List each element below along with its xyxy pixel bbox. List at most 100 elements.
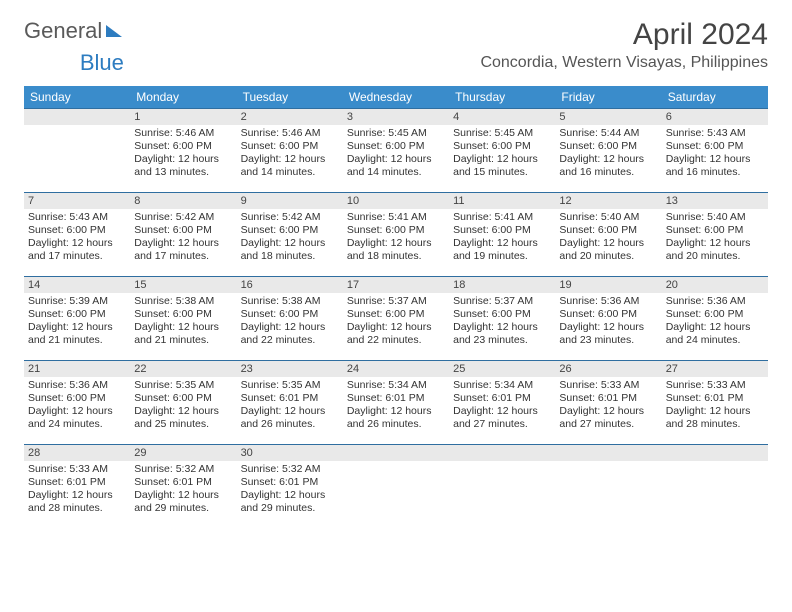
sunset-text: Sunset: 6:00 PM xyxy=(666,308,764,321)
daylight-text: Daylight: 12 hours and 15 minutes. xyxy=(453,153,551,179)
calendar-cell: 20Sunrise: 5:36 AMSunset: 6:00 PMDayligh… xyxy=(662,276,768,360)
day-number: 3 xyxy=(343,108,449,125)
sunset-text: Sunset: 6:00 PM xyxy=(134,140,232,153)
sunset-text: Sunset: 6:00 PM xyxy=(453,224,551,237)
day-number: 30 xyxy=(237,444,343,461)
sunrise-text: Sunrise: 5:33 AM xyxy=(28,463,126,476)
sunrise-text: Sunrise: 5:42 AM xyxy=(241,211,339,224)
sunrise-text: Sunrise: 5:45 AM xyxy=(453,127,551,140)
day-number: 21 xyxy=(24,360,130,377)
sunrise-text: Sunrise: 5:39 AM xyxy=(28,295,126,308)
day-number: 18 xyxy=(449,276,555,293)
calendar-cell: 10Sunrise: 5:41 AMSunset: 6:00 PMDayligh… xyxy=(343,192,449,276)
sunrise-text: Sunrise: 5:41 AM xyxy=(453,211,551,224)
col-sunday: Sunday xyxy=(24,86,130,108)
day-number: 11 xyxy=(449,192,555,209)
day-number xyxy=(343,444,449,461)
sunrise-text: Sunrise: 5:41 AM xyxy=(347,211,445,224)
calendar-head: Sunday Monday Tuesday Wednesday Thursday… xyxy=(24,86,768,108)
logo: General xyxy=(24,18,124,44)
day-number: 13 xyxy=(662,192,768,209)
daylight-text: Daylight: 12 hours and 24 minutes. xyxy=(666,321,764,347)
calendar-cell: 7Sunrise: 5:43 AMSunset: 6:00 PMDaylight… xyxy=(24,192,130,276)
day-detail: Sunrise: 5:42 AMSunset: 6:00 PMDaylight:… xyxy=(130,209,236,268)
calendar-cell: 19Sunrise: 5:36 AMSunset: 6:00 PMDayligh… xyxy=(555,276,661,360)
calendar-cell: 16Sunrise: 5:38 AMSunset: 6:00 PMDayligh… xyxy=(237,276,343,360)
daylight-text: Daylight: 12 hours and 28 minutes. xyxy=(666,405,764,431)
daylight-text: Daylight: 12 hours and 22 minutes. xyxy=(241,321,339,347)
day-number: 10 xyxy=(343,192,449,209)
calendar-cell: 6Sunrise: 5:43 AMSunset: 6:00 PMDaylight… xyxy=(662,108,768,192)
calendar-cell: 2Sunrise: 5:46 AMSunset: 6:00 PMDaylight… xyxy=(237,108,343,192)
daylight-text: Daylight: 12 hours and 27 minutes. xyxy=(559,405,657,431)
day-number: 12 xyxy=(555,192,661,209)
day-detail: Sunrise: 5:44 AMSunset: 6:00 PMDaylight:… xyxy=(555,125,661,184)
day-detail: Sunrise: 5:33 AMSunset: 6:01 PMDaylight:… xyxy=(662,377,768,436)
daylight-text: Daylight: 12 hours and 14 minutes. xyxy=(241,153,339,179)
calendar-body: 1Sunrise: 5:46 AMSunset: 6:00 PMDaylight… xyxy=(24,108,768,528)
location: Concordia, Western Visayas, Philippines xyxy=(480,54,768,72)
page-title: April 2024 xyxy=(480,18,768,52)
day-detail: Sunrise: 5:45 AMSunset: 6:00 PMDaylight:… xyxy=(449,125,555,184)
calendar-cell: 30Sunrise: 5:32 AMSunset: 6:01 PMDayligh… xyxy=(237,444,343,528)
calendar-row: 21Sunrise: 5:36 AMSunset: 6:00 PMDayligh… xyxy=(24,360,768,444)
col-saturday: Saturday xyxy=(662,86,768,108)
day-detail: Sunrise: 5:34 AMSunset: 6:01 PMDaylight:… xyxy=(343,377,449,436)
day-number: 8 xyxy=(130,192,236,209)
sunrise-text: Sunrise: 5:37 AM xyxy=(453,295,551,308)
day-number: 4 xyxy=(449,108,555,125)
day-number: 22 xyxy=(130,360,236,377)
day-detail: Sunrise: 5:35 AMSunset: 6:00 PMDaylight:… xyxy=(130,377,236,436)
day-detail: Sunrise: 5:36 AMSunset: 6:00 PMDaylight:… xyxy=(555,293,661,352)
sunrise-text: Sunrise: 5:38 AM xyxy=(134,295,232,308)
day-detail: Sunrise: 5:39 AMSunset: 6:00 PMDaylight:… xyxy=(24,293,130,352)
logo-triangle-icon xyxy=(106,25,122,37)
sunset-text: Sunset: 6:00 PM xyxy=(453,308,551,321)
calendar-cell: 15Sunrise: 5:38 AMSunset: 6:00 PMDayligh… xyxy=(130,276,236,360)
sunset-text: Sunset: 6:00 PM xyxy=(559,308,657,321)
day-detail: Sunrise: 5:33 AMSunset: 6:01 PMDaylight:… xyxy=(24,461,130,520)
sunset-text: Sunset: 6:01 PM xyxy=(559,392,657,405)
day-number: 29 xyxy=(130,444,236,461)
sunrise-text: Sunrise: 5:40 AM xyxy=(666,211,764,224)
calendar-cell xyxy=(662,444,768,528)
day-detail: Sunrise: 5:41 AMSunset: 6:00 PMDaylight:… xyxy=(343,209,449,268)
daylight-text: Daylight: 12 hours and 23 minutes. xyxy=(559,321,657,347)
daylight-text: Daylight: 12 hours and 17 minutes. xyxy=(28,237,126,263)
day-detail: Sunrise: 5:38 AMSunset: 6:00 PMDaylight:… xyxy=(237,293,343,352)
daylight-text: Daylight: 12 hours and 20 minutes. xyxy=(666,237,764,263)
sunrise-text: Sunrise: 5:32 AM xyxy=(241,463,339,476)
logo-text-1: General xyxy=(24,18,102,44)
daylight-text: Daylight: 12 hours and 21 minutes. xyxy=(28,321,126,347)
sunrise-text: Sunrise: 5:32 AM xyxy=(134,463,232,476)
daylight-text: Daylight: 12 hours and 16 minutes. xyxy=(666,153,764,179)
sunset-text: Sunset: 6:00 PM xyxy=(347,140,445,153)
day-number: 5 xyxy=(555,108,661,125)
calendar-cell: 5Sunrise: 5:44 AMSunset: 6:00 PMDaylight… xyxy=(555,108,661,192)
calendar-row: 7Sunrise: 5:43 AMSunset: 6:00 PMDaylight… xyxy=(24,192,768,276)
calendar-row: 14Sunrise: 5:39 AMSunset: 6:00 PMDayligh… xyxy=(24,276,768,360)
sunset-text: Sunset: 6:00 PM xyxy=(241,224,339,237)
daylight-text: Daylight: 12 hours and 27 minutes. xyxy=(453,405,551,431)
day-detail: Sunrise: 5:46 AMSunset: 6:00 PMDaylight:… xyxy=(237,125,343,184)
day-detail: Sunrise: 5:32 AMSunset: 6:01 PMDaylight:… xyxy=(130,461,236,520)
day-number: 2 xyxy=(237,108,343,125)
col-thursday: Thursday xyxy=(449,86,555,108)
sunrise-text: Sunrise: 5:36 AM xyxy=(559,295,657,308)
sunset-text: Sunset: 6:00 PM xyxy=(28,392,126,405)
calendar-page: General April 2024 Concordia, Western Vi… xyxy=(0,0,792,546)
sunset-text: Sunset: 6:00 PM xyxy=(666,140,764,153)
daylight-text: Daylight: 12 hours and 17 minutes. xyxy=(134,237,232,263)
day-detail: Sunrise: 5:43 AMSunset: 6:00 PMDaylight:… xyxy=(24,209,130,268)
sunset-text: Sunset: 6:00 PM xyxy=(666,224,764,237)
day-number: 23 xyxy=(237,360,343,377)
day-number: 15 xyxy=(130,276,236,293)
sunset-text: Sunset: 6:00 PM xyxy=(559,224,657,237)
calendar-cell: 11Sunrise: 5:41 AMSunset: 6:00 PMDayligh… xyxy=(449,192,555,276)
sunset-text: Sunset: 6:00 PM xyxy=(241,140,339,153)
day-number: 6 xyxy=(662,108,768,125)
sunset-text: Sunset: 6:00 PM xyxy=(347,308,445,321)
daylight-text: Daylight: 12 hours and 29 minutes. xyxy=(134,489,232,515)
sunrise-text: Sunrise: 5:46 AM xyxy=(241,127,339,140)
sunset-text: Sunset: 6:01 PM xyxy=(28,476,126,489)
